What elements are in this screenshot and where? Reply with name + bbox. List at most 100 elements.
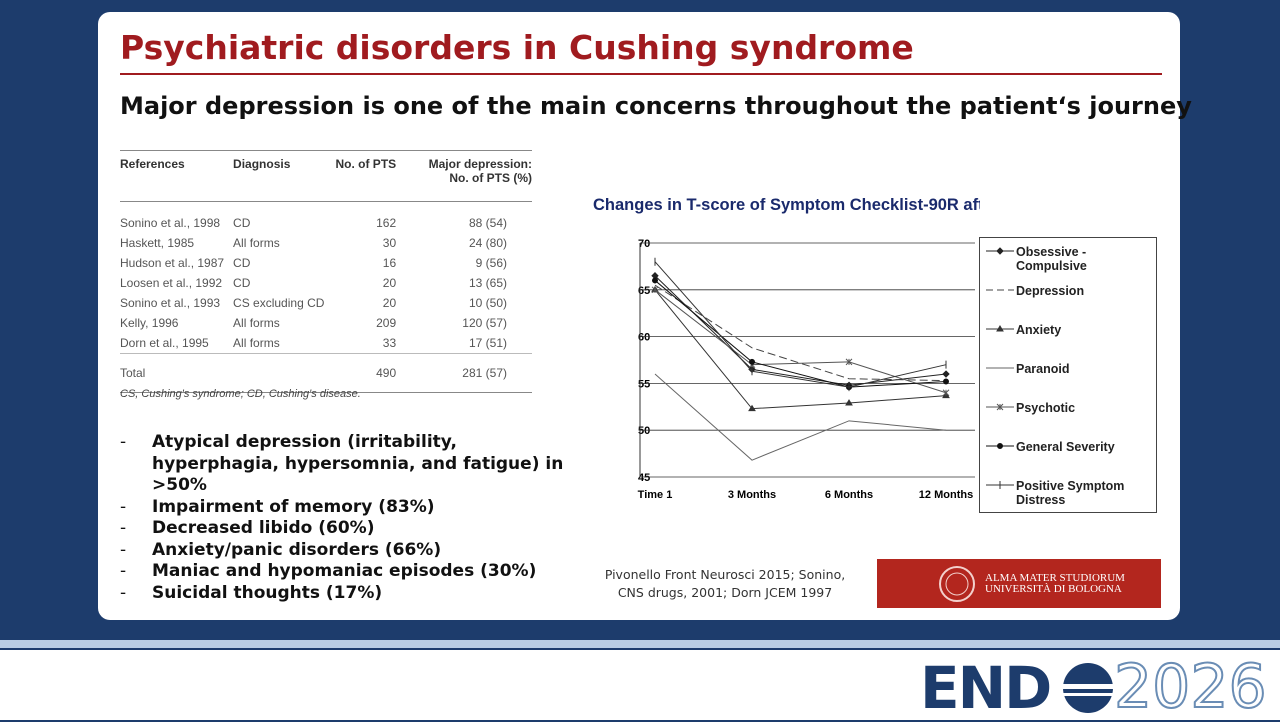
logo: ALMA MATER STUDIORUM UNIVERSITÀ DI BOLOGN… bbox=[877, 559, 1161, 608]
table-cell: CD bbox=[233, 276, 251, 290]
series-line bbox=[654, 275, 947, 386]
table-row: Loosen et al., 1992 CD 20 13 (65) bbox=[120, 273, 532, 293]
legend-label: General Severity bbox=[1016, 440, 1115, 454]
marker bbox=[996, 247, 1004, 255]
bullet-dash: - bbox=[120, 582, 127, 603]
legend-label: Positive Symptom Distress bbox=[1016, 479, 1125, 507]
legend-swatch bbox=[986, 443, 1014, 449]
table-cell: 120 (57) bbox=[462, 316, 507, 330]
marker bbox=[651, 286, 659, 294]
table-header: No. of PTS bbox=[332, 150, 422, 202]
table-cell: 20 bbox=[382, 296, 397, 310]
marker bbox=[749, 358, 755, 365]
table-cell: 9 (56) bbox=[475, 256, 507, 270]
bullet-dash: - bbox=[120, 518, 127, 538]
y-tick-label: 70 bbox=[638, 238, 650, 250]
slide-title: Psychiatric disorders in Cushing syndrom… bbox=[120, 28, 914, 67]
table-cell: Haskett, 1985 bbox=[120, 236, 195, 250]
table-cell bbox=[233, 353, 333, 393]
table-cell: 162 bbox=[376, 216, 397, 230]
legend-entry: Paranoid bbox=[980, 355, 1156, 394]
table-cell: All forms bbox=[233, 316, 280, 330]
table-cell: Sonino et al., 1993 bbox=[120, 296, 221, 310]
bullet-text: Atypical depression (irritability, hyper… bbox=[152, 432, 564, 495]
legend-label: Paranoid bbox=[1016, 362, 1070, 376]
x-tick-label: 6 Months bbox=[825, 489, 873, 501]
table-note: CS, Cushing's syndrome; CD, Cushing's di… bbox=[120, 388, 361, 400]
bullet: - Maniac and hypomaniac episodes (30%) bbox=[120, 561, 570, 583]
bullet: - Suicidal thoughts (17%) bbox=[120, 583, 570, 605]
table-cell: 88 (54) bbox=[468, 216, 507, 230]
legend-swatch bbox=[986, 289, 1014, 291]
legend-swatch bbox=[986, 325, 1014, 332]
table-cell: Total bbox=[120, 353, 234, 393]
table-cell: Kelly, 1996 bbox=[120, 316, 179, 330]
marker bbox=[652, 277, 658, 284]
table-row: Haskett, 1985 All forms 30 24 (80) bbox=[120, 233, 532, 253]
total-row: Total 490 281 (57) bbox=[120, 353, 532, 393]
legend-label: Depression bbox=[1016, 284, 1085, 298]
table-cell: Loosen et al., 1992 bbox=[120, 276, 223, 290]
legend-label: Psychotic bbox=[1016, 401, 1076, 415]
stripe bbox=[0, 640, 1280, 648]
table-cell: 13 (65) bbox=[468, 276, 507, 290]
chart-title: Changes in T-score of Symptom Checklist-… bbox=[593, 196, 980, 214]
bullet: - Atypical depression (irritability, hype… bbox=[120, 432, 570, 497]
marker bbox=[942, 370, 950, 378]
y-tick-label: 65 bbox=[638, 285, 650, 297]
year: 2026 bbox=[1113, 651, 1268, 722]
table-row: Dorn et al., 1995 All forms 33 17 (51) bbox=[120, 333, 532, 354]
bullet-dash: - bbox=[120, 561, 127, 581]
series-line bbox=[654, 289, 947, 410]
legend-entry: Psychotic bbox=[980, 394, 1156, 433]
x-tick-label: 3 Months bbox=[728, 489, 776, 501]
table-cell: 209 bbox=[376, 316, 397, 330]
table-cell: CS excluding CD bbox=[233, 296, 325, 310]
table-cell: Dorn et al., 1995 bbox=[120, 336, 209, 350]
y-tick-label: 45 bbox=[638, 472, 650, 484]
y-tick-label: 55 bbox=[638, 378, 650, 390]
marker bbox=[996, 403, 1004, 411]
table-cell: 20 bbox=[382, 276, 397, 290]
table-cell: 30 bbox=[382, 236, 397, 250]
table-row: Hudson et al., 1987 CD 16 9 (56) bbox=[120, 253, 532, 273]
seal bbox=[939, 566, 975, 602]
table: References Diagnosis No. of PTS Major depre… bbox=[120, 150, 532, 393]
table-cell: 281 (57) bbox=[421, 353, 532, 393]
bullet: - Impairment of memory (83%) bbox=[120, 497, 570, 519]
bullet-text: Impairment of memory (83%) bbox=[152, 496, 435, 517]
table-cell: 16 bbox=[382, 256, 397, 270]
bullet-dash: - bbox=[120, 496, 127, 517]
table-header: Major depression: No. of PTS (%) bbox=[421, 150, 532, 202]
table-cell: 17 (51) bbox=[468, 336, 507, 350]
table-header: Diagnosis bbox=[233, 150, 333, 202]
bullet-text: Decreased libido (60%) bbox=[152, 518, 375, 538]
bullet-dash: - bbox=[120, 432, 127, 452]
legend-label: Obsessive - Compulsive bbox=[1016, 245, 1087, 273]
chart: Changes in T-score of Symptom Checklist-… bbox=[593, 196, 980, 501]
logo-text: ALMA MATER STUDIORUM bbox=[985, 572, 1125, 584]
series-line bbox=[654, 289, 947, 394]
legend-swatch bbox=[986, 367, 1014, 369]
legend-label: Anxiety bbox=[1016, 323, 1062, 337]
marker bbox=[845, 358, 853, 366]
series-line bbox=[654, 261, 947, 388]
legend: Obsessive - Compulsive Depression Anxiety P… bbox=[979, 237, 1157, 513]
legend-swatch bbox=[986, 247, 1014, 255]
bullet-text: Suicidal thoughts (17%) bbox=[152, 582, 383, 603]
x-tick-label: 12 Months bbox=[919, 489, 973, 501]
table-cell: All forms bbox=[233, 236, 280, 250]
marker bbox=[942, 389, 950, 397]
table-row: Kelly, 1996 All forms 209 120 (57) bbox=[120, 313, 532, 333]
table-header: References bbox=[120, 150, 234, 202]
bullet-text: Anxiety/panic disorders (66%) bbox=[152, 539, 442, 560]
logo-text: UNIVERSITÀ DI BOLOGNA bbox=[985, 583, 1122, 595]
table-row: Sonino et al., 1998 CD 162 88 (54) bbox=[120, 202, 532, 234]
legend-entry: Positive Symptom Distress bbox=[980, 472, 1156, 511]
bullet-dash: - bbox=[120, 539, 127, 560]
marker bbox=[845, 399, 853, 406]
table-cell: 24 (80) bbox=[468, 236, 507, 250]
table-cell: All forms bbox=[233, 336, 280, 350]
table-cell: Sonino et al., 1998 bbox=[120, 216, 221, 230]
marker bbox=[943, 378, 949, 385]
